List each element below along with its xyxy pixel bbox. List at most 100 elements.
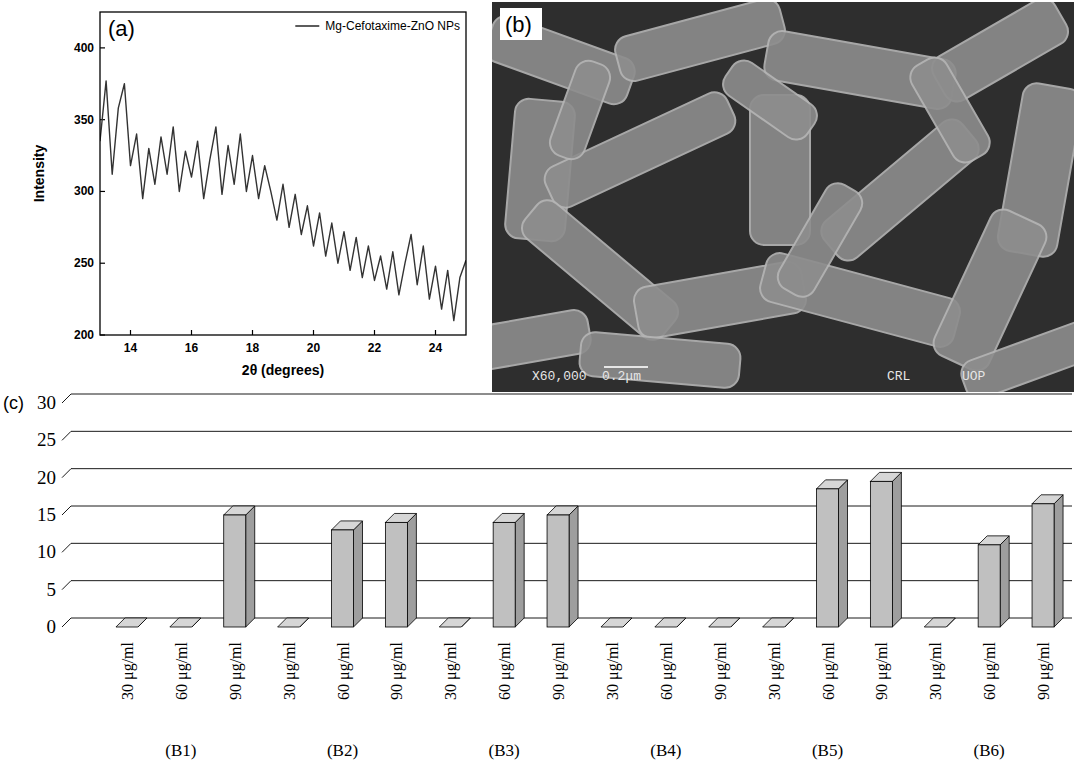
x-tick-label: 60 μg/ml [820,641,838,699]
bar-top [763,618,794,627]
y-tick-label: 250 [74,256,94,270]
y-tick-label: 400 [74,41,94,55]
bar-front [870,481,892,627]
magnification: X60,000 [532,369,587,384]
bar [170,618,201,627]
x-tick-label: 30 μg/ml [766,641,784,699]
panel-label: (b) [505,12,532,37]
bar [224,506,255,627]
bar [278,618,309,627]
x-tick-label: 60 μg/ml [496,641,514,699]
bar-side [892,472,901,627]
panel-label: (a) [108,16,135,41]
bar [601,618,632,627]
x-tick [374,330,375,335]
legend-swatch [295,25,319,27]
sem-particle [578,331,741,389]
x-tick-label: 60 μg/ml [335,641,353,699]
group-label: (B2) [327,741,358,760]
bar-top [278,618,309,627]
x-tick-label: 90 μg/ml [873,641,891,699]
x-tick [252,330,253,335]
x-tick-label: 30 μg/ml [119,641,137,699]
scale-bar-label: 0.2μm [602,369,641,384]
institution: UOP [962,369,986,384]
y-tick-label: 25 [37,429,56,450]
panel-b: (b)X60,0000.2μmCRLUOP [467,0,1079,403]
bar-top [224,506,255,515]
x-tick-label: 90 μg/ml [1035,641,1053,699]
bar-front [116,627,138,628]
panel-a: 1416182022242002503003504002θ (degrees)I… [31,12,466,378]
y-tick-label: 300 [74,184,94,198]
bar-side [569,506,578,627]
bar-side [839,480,848,627]
bar-front [817,489,839,627]
bar [116,618,147,627]
x-tick-label: 18 [246,341,260,355]
bar-side [407,513,416,627]
y-tick-label: 10 [37,541,56,562]
bar [385,513,416,627]
bar-front [1032,504,1054,627]
bar [924,618,955,627]
bar-top [547,506,578,515]
bar-front [278,627,300,628]
x-tick [435,330,436,335]
y-tick [100,47,105,48]
sem-particle [718,55,823,145]
bar [709,618,740,627]
group-label: (B3) [489,741,520,760]
bar-top [439,618,470,627]
sem-particle [492,308,593,372]
bar-side [515,513,524,627]
x-tick [313,330,314,335]
sem-particle [957,317,1074,392]
y-tick-label: 20 [37,467,56,488]
bar-side [1000,536,1009,627]
y-tick [100,191,105,192]
legend-label: Mg-Cefotaxime-ZnO NPs [325,19,460,33]
x-tick-label: 60 μg/ml [173,641,191,699]
x-tick-label: 30 μg/ml [442,641,460,699]
bar [817,480,848,627]
y-tick [100,263,105,264]
bar-front [385,522,407,627]
sem-particle [546,57,614,163]
plot-area [116,472,1063,627]
grid-line [62,431,1072,440]
bar-top [709,618,740,627]
line-series [100,81,466,321]
grid-line [62,506,1072,515]
x-tick-label: 16 [185,341,199,355]
bar-front [224,515,246,627]
bar-front [978,545,1000,627]
scale-bar [604,366,648,368]
x-tick-label: 20 [307,341,321,355]
group-label: (B4) [650,741,681,760]
bar-front [547,515,569,627]
y-tick-label: 15 [37,504,56,525]
bar-front [655,627,677,628]
x-tick-label: 90 μg/ml [227,641,245,699]
bar-top [170,618,201,627]
x-axis-title: 2θ (degrees) [242,362,324,378]
x-tick [191,330,192,335]
bar-front [924,627,946,628]
y-axis-title: Intensity [31,145,47,203]
bar [870,472,901,627]
bar-top [978,536,1009,545]
bar [978,536,1009,627]
x-tick-label: 60 μg/ml [658,641,676,699]
bar [547,506,578,627]
x-tick-label: 14 [124,341,138,355]
bar-top [601,618,632,627]
sem-particle [905,52,995,167]
bar [332,521,363,627]
x-tick-label: 22 [368,341,382,355]
bar [493,513,524,627]
bar-side [1054,495,1063,627]
x-tick-label: 24 [429,341,443,355]
bar-top [817,480,848,489]
bar-front [170,627,192,628]
